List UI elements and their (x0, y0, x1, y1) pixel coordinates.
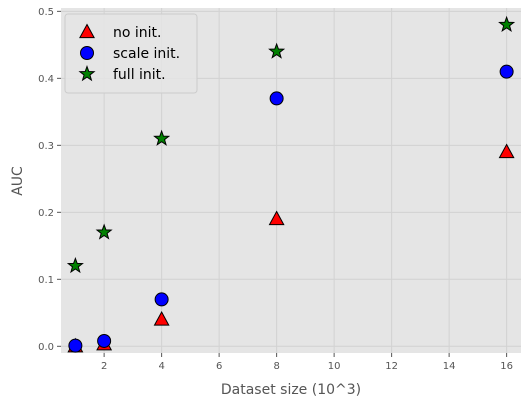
circle-point (68, 338, 83, 353)
circle-point (97, 333, 112, 348)
x-tick-label: 4 (158, 361, 164, 372)
x-axis-ticks: 2 4 6 8 10 12 14 16 (101, 353, 513, 372)
star-point (498, 15, 516, 33)
y-tick-label: 0.1 (38, 275, 54, 286)
triangle-point (268, 210, 285, 226)
legend-marker-triangle (79, 23, 95, 39)
y-tick-label: 0.3 (38, 141, 54, 152)
y-tick-label: 0.5 (38, 7, 54, 18)
x-tick-label: 16 (500, 361, 513, 372)
x-axis-label: Dataset size (10^3) (221, 382, 361, 398)
circle-point (499, 64, 514, 79)
y-axis-label: AUC (10, 166, 26, 196)
series-circle (68, 64, 514, 353)
y-tick-label: 0.0 (38, 342, 54, 353)
x-tick-label: 10 (328, 361, 341, 372)
x-tick-label: 12 (385, 361, 398, 372)
legend: no init. scale init. full init. (64, 13, 198, 94)
legend-box (64, 13, 198, 94)
triangle-point (498, 143, 515, 159)
y-tick-label: 0.4 (38, 74, 54, 85)
triangle-point (153, 310, 170, 326)
star-point (95, 223, 113, 240)
legend-marker-circle (80, 46, 94, 60)
circle-point (154, 292, 169, 307)
x-tick-label: 6 (216, 361, 222, 372)
x-tick-label: 8 (273, 361, 279, 372)
series-star (66, 15, 516, 274)
x-tick-label: 14 (443, 361, 456, 372)
legend-label: no init. (113, 25, 161, 41)
legend-label: full init. (113, 67, 166, 83)
circle-point (269, 91, 284, 106)
data-points (66, 15, 516, 353)
star-point (66, 256, 84, 274)
star-point (153, 129, 171, 146)
y-axis-ticks: 0.0 0.1 0.2 0.3 0.4 0.5 (38, 7, 61, 353)
x-tick-label: 2 (101, 361, 107, 372)
y-tick-label: 0.2 (38, 208, 54, 219)
legend-marker-star (78, 65, 96, 82)
star-point (268, 42, 286, 59)
legend-label: scale init. (113, 46, 180, 62)
